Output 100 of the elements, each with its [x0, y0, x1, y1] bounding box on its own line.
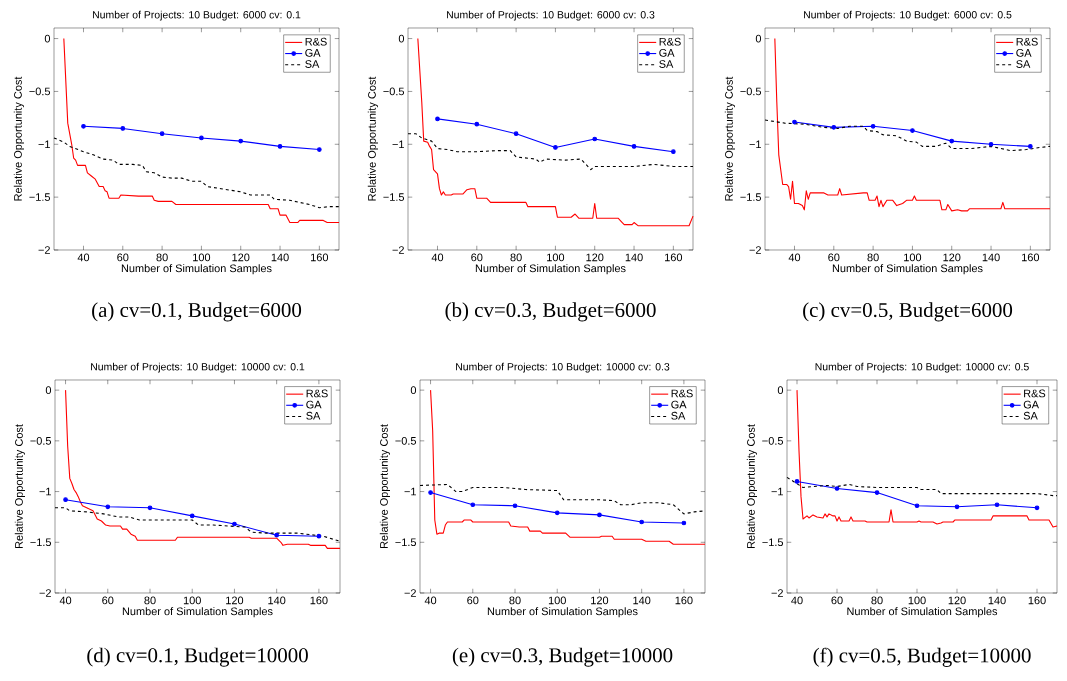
y-tick-label: −1.5 [383, 193, 405, 201]
chart-title: Number of Projects: 10 Budget: 6000 cv: 0.5 [803, 10, 1012, 21]
point [592, 136, 598, 142]
y-axis-title: Relative Opportunity Cost [379, 424, 390, 549]
chart-title: Number of Projects: 10 Budget: 10000 cv: 0.3 [456, 362, 670, 373]
x-tick-label: 40 [424, 596, 437, 605]
point [597, 512, 602, 518]
x-axis-title: Number of Simulation Samples [847, 607, 998, 618]
legend-label: SA [305, 60, 320, 68]
point [159, 131, 165, 137]
line-series [430, 389, 706, 545]
x-tick-label: 80 [144, 596, 156, 605]
y-axis-title: Relative Opportunity Cost [367, 76, 378, 201]
x-tick-label: 40 [59, 596, 72, 605]
legend-label: GA [659, 48, 675, 57]
text: (d) cv=0.1, Budget=10000 [87, 647, 308, 667]
y-tick-label: −1 [38, 140, 50, 149]
point [63, 497, 68, 503]
point [671, 149, 676, 155]
point [1034, 505, 1040, 511]
x-tick-label: 40 [791, 596, 803, 605]
x-tick-label: 80 [509, 596, 521, 605]
text: (c) cv=0.5, Budget=6000 [803, 302, 1013, 322]
x-tick-label: 60 [831, 596, 843, 605]
legend-label: R&S [1024, 389, 1046, 398]
x-tick-label: 60 [467, 596, 479, 605]
legend-label: SA [1016, 60, 1031, 68]
y-tick-label: 0 [755, 34, 762, 43]
x-tick-label: 160 [1028, 596, 1046, 605]
point [794, 479, 800, 484]
x-tick-label: 160 [665, 253, 683, 262]
legend-label: R&S [671, 389, 693, 398]
point [792, 119, 797, 125]
point [553, 145, 558, 150]
point [81, 123, 86, 129]
y-axis-title: Relative Opportunity Cost [746, 424, 757, 549]
x-tick-label: 160 [310, 596, 328, 605]
legend-label: SA [1023, 411, 1038, 420]
text: (e) cv=0.3, Budget=10000 [452, 647, 673, 667]
y-tick-label: 0 [410, 386, 417, 395]
y-tick-label: −1 [392, 140, 404, 149]
x-tick-label: 60 [117, 253, 129, 262]
point [105, 504, 111, 510]
x-tick-label: 120 [232, 253, 250, 262]
y-tick-label: −0.5 [762, 436, 784, 445]
point [428, 490, 433, 495]
y-tick-label: −2 [38, 246, 50, 254]
y-tick-label: −2 [771, 589, 783, 597]
x-tick-label: 80 [867, 253, 879, 262]
point [910, 128, 915, 133]
x-tick-label: 160 [675, 596, 693, 605]
chart-title: Number of Projects: 10 Budget: 6000 cv: 0.1 [92, 10, 301, 21]
legend-label: GA [306, 400, 322, 409]
x-tick-label: 140 [625, 253, 643, 262]
x-tick-label: 80 [156, 253, 168, 262]
point [232, 521, 237, 527]
x-tick-label: 120 [948, 596, 966, 605]
point [238, 138, 244, 144]
point [554, 510, 560, 516]
x-tick-label: 40 [788, 253, 801, 262]
y-tick-label: −2 [392, 246, 404, 254]
point [954, 504, 960, 510]
y-tick-label: 0 [44, 34, 51, 43]
point [988, 141, 994, 147]
y-tick-label: −1 [404, 487, 416, 496]
y-tick-label: 0 [398, 34, 405, 43]
x-axis-title: Number of Simulation Samples [121, 264, 272, 275]
point [639, 519, 645, 525]
legend-label: GA [1016, 48, 1032, 57]
y-axis-title: Relative Opportunity Cost [14, 424, 25, 549]
point [435, 116, 440, 122]
point [831, 125, 837, 130]
point [914, 503, 920, 509]
legend-label: GA [305, 48, 321, 57]
point [470, 502, 476, 508]
point [994, 502, 1000, 508]
legend-label: SA [671, 411, 686, 420]
y-axis-title: Relative Opportunity Cost [13, 76, 24, 201]
point [147, 505, 153, 511]
legend-label: R&S [306, 389, 328, 398]
x-tick-label: 140 [988, 596, 1006, 605]
point [277, 144, 283, 149]
legend-label: R&S [305, 37, 327, 46]
y-tick-label: 0 [45, 386, 52, 395]
y-tick-label: −2 [404, 589, 416, 597]
x-tick-label: 160 [1022, 253, 1040, 262]
point [199, 135, 204, 141]
x-tick-label: 120 [591, 596, 609, 605]
x-tick-label: 80 [871, 596, 883, 605]
x-axis-title: Number of Simulation Samples [122, 607, 273, 618]
x-axis-title: Number of Simulation Samples [487, 607, 638, 618]
y-tick-label: −0.5 [740, 87, 762, 96]
point [316, 533, 322, 539]
y-tick-label: −0.5 [383, 87, 405, 96]
y-tick-label: −1.5 [29, 193, 51, 201]
line-series [796, 389, 1058, 528]
x-tick-label: 140 [271, 253, 289, 262]
y-tick-label: −1.5 [762, 538, 784, 547]
x-tick-label: 100 [904, 253, 922, 262]
y-tick-label: −1 [39, 487, 51, 496]
